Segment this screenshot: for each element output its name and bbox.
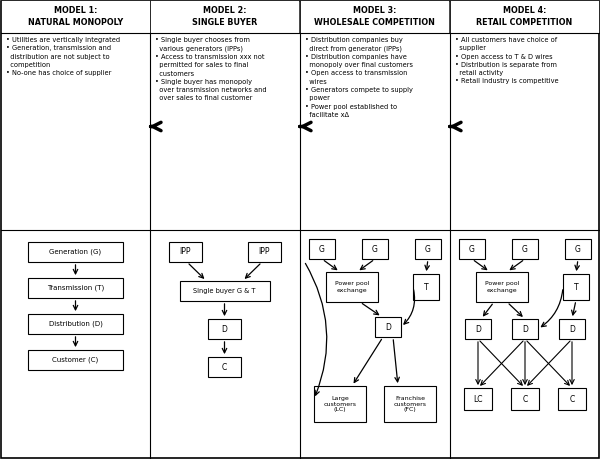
Text: LC: LC	[473, 394, 483, 403]
Bar	[28, 314, 123, 334]
Text: Generation (G): Generation (G)	[49, 249, 101, 255]
Text: MODEL 2:
SINGLE BUYER: MODEL 2: SINGLE BUYER	[192, 6, 257, 27]
Text: G: G	[522, 245, 528, 253]
Text: G: G	[425, 245, 431, 253]
Bar	[511, 388, 539, 410]
Bar	[375, 317, 401, 337]
Bar	[248, 242, 281, 262]
Bar	[512, 239, 538, 259]
Bar	[1, 0, 150, 33]
Text: T: T	[424, 282, 428, 291]
Text: C: C	[523, 394, 527, 403]
Bar	[512, 319, 538, 339]
Text: Single buyer G & T: Single buyer G & T	[193, 288, 256, 294]
Text: T: T	[574, 282, 578, 291]
Text: • Distribution companies buy
  direct from generator (IPPs)
• Distribution compa: • Distribution companies buy direct from…	[305, 37, 413, 118]
Bar	[384, 386, 436, 422]
Text: D: D	[522, 325, 528, 334]
Text: • Utilities are vertically integrated
• Generation, transmission and
  distribut: • Utilities are vertically integrated • …	[6, 37, 120, 76]
Bar	[476, 272, 528, 302]
Bar	[415, 239, 441, 259]
Text: G: G	[372, 245, 378, 253]
Text: G: G	[319, 245, 325, 253]
Text: IPP: IPP	[258, 247, 270, 257]
Bar	[169, 242, 202, 262]
Bar	[309, 239, 335, 259]
Bar	[565, 239, 591, 259]
Bar	[558, 388, 586, 410]
Text: C: C	[222, 363, 227, 371]
Bar	[413, 274, 439, 300]
Text: Transmission (T): Transmission (T)	[47, 285, 104, 291]
Bar	[465, 319, 491, 339]
Bar	[362, 239, 388, 259]
Bar	[450, 0, 599, 33]
Text: Franchise
customers
(FC): Franchise customers (FC)	[394, 396, 427, 412]
Text: Large
customers
(LC): Large customers (LC)	[323, 396, 356, 412]
Text: C: C	[569, 394, 575, 403]
Bar	[464, 388, 492, 410]
Bar	[28, 242, 123, 262]
Text: MODEL 3:
WHOLESALE COMPETITION: MODEL 3: WHOLESALE COMPETITION	[314, 6, 435, 27]
Text: G: G	[469, 245, 475, 253]
Text: Distribution (D): Distribution (D)	[49, 321, 103, 327]
Text: • Single buyer chooses from
  various generators (IPPs)
• Access to transmission: • Single buyer chooses from various gene…	[155, 37, 266, 101]
Bar	[314, 386, 366, 422]
Bar	[208, 319, 241, 339]
Bar	[559, 319, 585, 339]
Bar	[563, 274, 589, 300]
Text: D: D	[221, 325, 227, 334]
Text: MODEL 1:
NATURAL MONOPOLY: MODEL 1: NATURAL MONOPOLY	[28, 6, 123, 27]
Text: • All customers have choice of
  supplier
• Open access to T & D wires
• Distrib: • All customers have choice of supplier …	[455, 37, 559, 84]
Text: G: G	[575, 245, 581, 253]
Text: MODEL 4:
RETAIL COMPETITION: MODEL 4: RETAIL COMPETITION	[476, 6, 572, 27]
Bar	[28, 350, 123, 370]
Text: Customer (C): Customer (C)	[52, 357, 98, 363]
Bar	[179, 281, 269, 301]
Bar	[150, 0, 299, 33]
Text: D: D	[385, 323, 391, 331]
Text: Power pool
exchange: Power pool exchange	[485, 281, 519, 292]
Bar	[326, 272, 378, 302]
Text: D: D	[569, 325, 575, 334]
Text: Power pool
exchange: Power pool exchange	[335, 281, 369, 292]
Bar	[208, 357, 241, 377]
Bar	[459, 239, 485, 259]
Bar	[300, 0, 449, 33]
Text: D: D	[475, 325, 481, 334]
Bar	[28, 278, 123, 298]
Text: IPP: IPP	[179, 247, 191, 257]
